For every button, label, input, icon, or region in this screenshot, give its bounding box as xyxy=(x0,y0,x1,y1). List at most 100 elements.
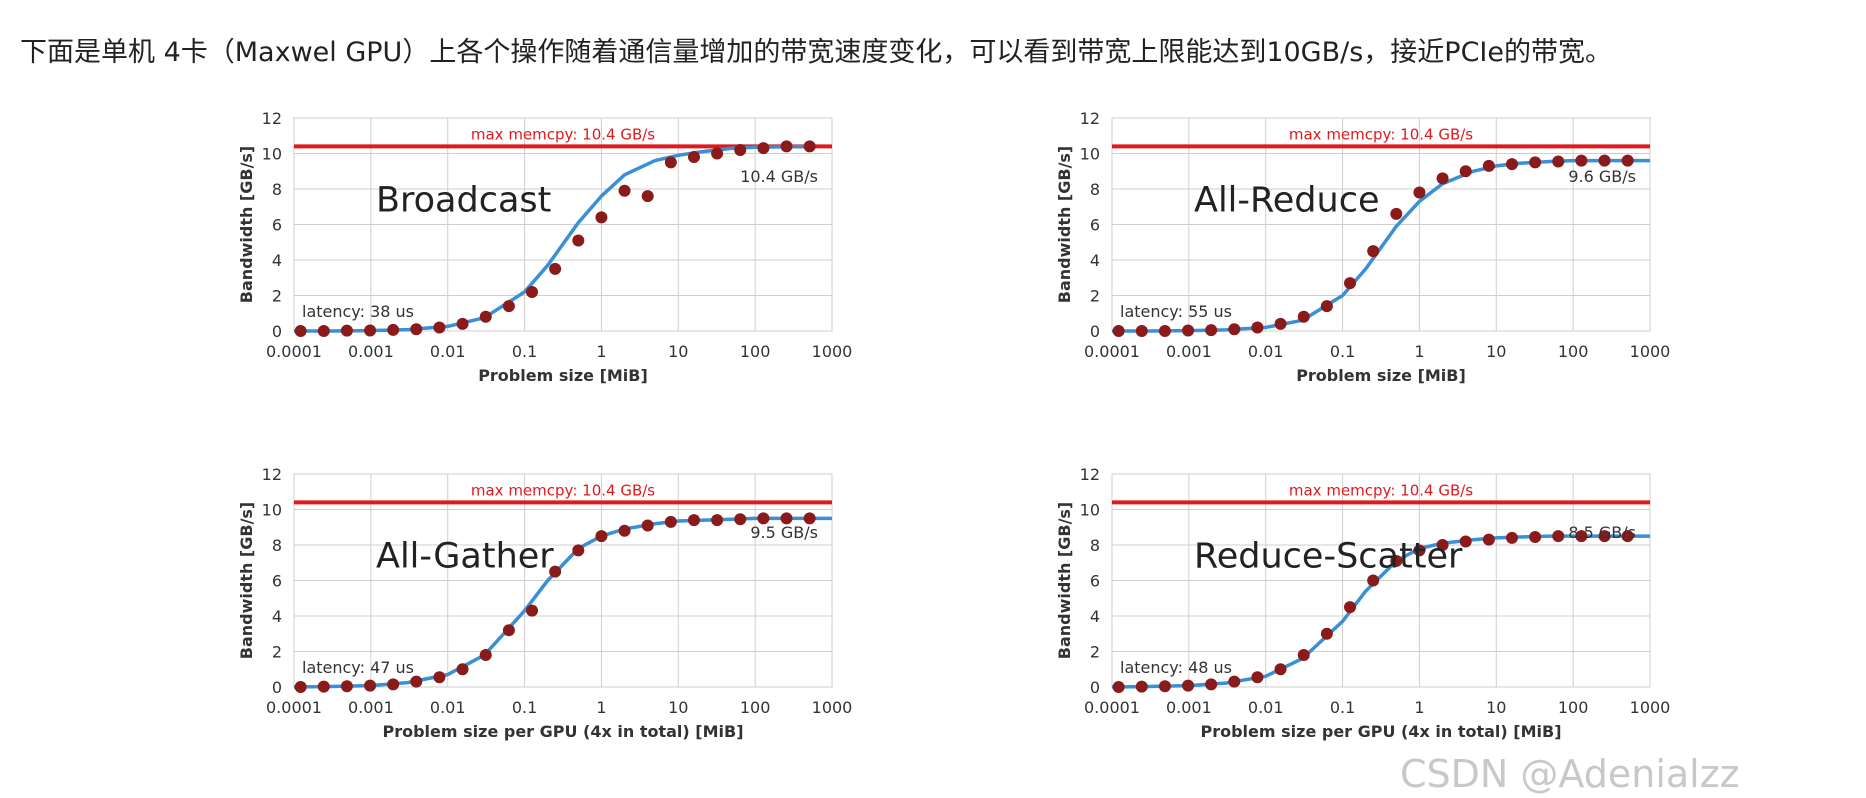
data-point xyxy=(387,323,400,336)
x-tick-label: 0.1 xyxy=(512,342,537,361)
x-tick-label: 0.001 xyxy=(1166,698,1212,717)
data-point xyxy=(1274,317,1287,330)
data-point xyxy=(664,156,677,169)
data-point xyxy=(1575,154,1588,167)
x-tick-label: 0.001 xyxy=(348,342,394,361)
x-tick-label: 1 xyxy=(596,698,606,717)
x-axis-label: Problem size [MiB] xyxy=(478,366,648,385)
chart-title: All-Reduce xyxy=(1194,181,1379,221)
x-tick-label: 0.01 xyxy=(1248,342,1284,361)
peak-bandwidth-label: 10.4 GB/s xyxy=(740,167,818,186)
x-axis-label: Problem size [MiB] xyxy=(1296,366,1466,385)
data-point xyxy=(1367,574,1380,587)
data-point xyxy=(1482,533,1495,546)
chart-reduce-scatter-svg: 0 2 4 6 8 10 12 0.0001 0.001 0.01 0.1 1 10 100 1000 Pro… xyxy=(1055,465,1671,741)
data-point xyxy=(1390,207,1403,220)
data-point xyxy=(595,530,608,543)
data-point xyxy=(1344,601,1357,614)
x-tick-label: 0.01 xyxy=(430,342,466,361)
x-tick-label: 100 xyxy=(740,698,771,717)
peak-bandwidth-label: 9.5 GB/s xyxy=(750,523,818,542)
y-axis-label: Bandwidth [GB/s] xyxy=(237,502,256,659)
y-tick-label: 12 xyxy=(262,465,282,484)
x-tick-label: 0.0001 xyxy=(266,342,322,361)
x-tick-label: 0.0001 xyxy=(1084,342,1140,361)
x-tick-label: 10 xyxy=(668,342,688,361)
x-tick-label: 10 xyxy=(1486,342,1506,361)
data-point xyxy=(641,519,654,532)
data-point xyxy=(572,544,585,557)
data-point xyxy=(595,211,608,224)
data-point xyxy=(1575,530,1588,543)
data-point xyxy=(1459,535,1472,548)
data-point xyxy=(757,512,770,525)
data-point xyxy=(641,190,654,203)
data-point xyxy=(1482,159,1495,172)
chart-reduce-scatter: 0 2 4 6 8 10 12 0.0001 0.001 0.01 0.1 1 10 100 1000 Pro… xyxy=(1040,465,1760,798)
y-tick-label: 4 xyxy=(1090,607,1100,626)
data-point xyxy=(780,140,793,153)
y-tick-label: 4 xyxy=(272,607,282,626)
x-tick-label: 100 xyxy=(740,342,771,361)
watermark-text: CSDN @Adenialzz xyxy=(1400,752,1740,796)
x-tick-label: 0.001 xyxy=(348,698,394,717)
data-point xyxy=(1135,325,1148,337)
x-tick-label: 1000 xyxy=(812,698,853,717)
y-axis-label: Bandwidth [GB/s] xyxy=(237,146,256,303)
data-point xyxy=(1621,154,1634,167)
data-point xyxy=(1228,675,1241,688)
data-point xyxy=(1112,325,1125,337)
x-tick-label: 0.1 xyxy=(1330,698,1355,717)
data-point xyxy=(1529,531,1542,544)
y-tick-label: 6 xyxy=(272,216,282,235)
data-point xyxy=(456,317,469,330)
y-tick-label: 6 xyxy=(1090,572,1100,591)
x-tick-label: 1000 xyxy=(1630,342,1671,361)
data-point xyxy=(1251,671,1264,684)
data-point xyxy=(1529,156,1542,169)
data-point xyxy=(1274,663,1287,676)
x-tick-label: 100 xyxy=(1558,698,1589,717)
y-tick-label: 4 xyxy=(1090,251,1100,270)
data-point xyxy=(1158,325,1171,337)
data-point xyxy=(294,325,307,337)
latency-label: latency: 48 us xyxy=(1120,658,1232,677)
y-tick-label: 2 xyxy=(272,287,282,306)
y-tick-label: 12 xyxy=(262,109,282,128)
max-memcpy-label: max memcpy: 10.4 GB/s xyxy=(471,481,655,499)
data-point xyxy=(1297,649,1310,662)
max-memcpy-label: max memcpy: 10.4 GB/s xyxy=(1289,125,1473,143)
chart-all-gather: 0 2 4 6 8 10 12 0.0001 0.001 0.01 0.1 1 10 100 1000 Pro… xyxy=(222,465,942,798)
data-point xyxy=(364,324,377,337)
y-axis-label: Bandwidth [GB/s] xyxy=(1055,146,1074,303)
peak-bandwidth-label: 9.6 GB/s xyxy=(1568,167,1636,186)
data-point xyxy=(1413,186,1426,199)
data-point xyxy=(1436,172,1449,185)
data-point xyxy=(1228,323,1241,336)
data-point xyxy=(1436,539,1449,551)
x-tick-label: 0.1 xyxy=(1330,342,1355,361)
x-tick-label: 0.0001 xyxy=(1084,698,1140,717)
caption-text: 下面是单机 4卡（Maxwel GPU）上各个操作随着通信量增加的带宽速度变化，… xyxy=(20,37,1612,68)
data-point xyxy=(780,512,793,525)
data-point xyxy=(1320,627,1333,640)
x-tick-label: 0.001 xyxy=(1166,342,1212,361)
data-point xyxy=(711,514,724,527)
data-point xyxy=(502,624,515,637)
chart-title: Reduce-Scatter xyxy=(1194,537,1463,577)
y-tick-label: 8 xyxy=(1090,536,1100,555)
data-point xyxy=(1205,324,1218,337)
chart-broadcast-svg: 0 2 4 6 8 10 12 0.0001 0.001 0.01 0.1 1 10 100 1000 Pro… xyxy=(237,109,852,385)
x-tick-label: 1000 xyxy=(1630,698,1671,717)
data-point xyxy=(549,565,562,578)
data-point xyxy=(1598,530,1611,543)
data-point xyxy=(1320,300,1333,313)
data-point xyxy=(433,671,446,684)
latency-label: latency: 38 us xyxy=(302,302,414,321)
data-point xyxy=(1459,165,1472,178)
data-point xyxy=(687,514,700,527)
peak-bandwidth-label: 8.5 GB/s xyxy=(1568,523,1636,542)
latency-label: latency: 55 us xyxy=(1120,302,1232,321)
y-tick-label: 0 xyxy=(1090,678,1100,697)
data-point xyxy=(618,524,631,537)
